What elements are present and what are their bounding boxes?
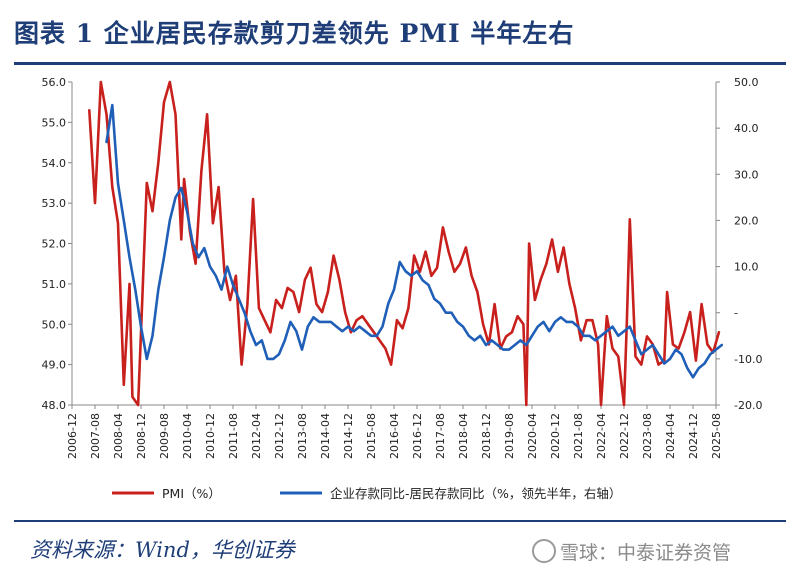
x-tick-label: 2009-08 xyxy=(158,413,171,459)
source-rule xyxy=(14,520,786,522)
x-tick-label: 2007-08 xyxy=(89,413,102,459)
chart: 48.049.050.051.052.053.054.055.056.0-20.… xyxy=(42,76,763,501)
chart-title: 图表 1 企业居民存款剪刀差领先 PMI 半年左右 xyxy=(14,19,575,48)
y-right-tick-label: 40.0 xyxy=(734,122,759,135)
y-left-tick-label: 54.0 xyxy=(42,157,67,170)
x-tick-label: 2018-12 xyxy=(480,413,493,459)
x-tick-label: 2008-12 xyxy=(135,413,148,459)
legend-deposit-spread-label: 企业存款同比-居民存款同比（%，领先半年，右轴） xyxy=(330,486,621,501)
y-left-tick-label: 50.0 xyxy=(42,318,67,331)
watermark-text: 雪球：中泰证券资管 xyxy=(560,542,732,564)
x-tick-label: 2010-12 xyxy=(204,413,217,459)
x-tick-label: 2020-12 xyxy=(549,413,562,459)
x-tick-label: 2020-04 xyxy=(526,413,539,459)
x-tick-label: 2016-12 xyxy=(411,413,424,459)
x-tick-label: 2017-08 xyxy=(434,413,447,459)
x-tick-label: 2024-04 xyxy=(664,413,677,459)
y-right-tick-label: 10.0 xyxy=(734,261,759,274)
x-tick-label: 2014-12 xyxy=(342,413,355,459)
legend-pmi-label: PMI（%） xyxy=(162,486,221,501)
x-tick-label: 2006-12 xyxy=(66,413,79,459)
y-right-tick-label: 20.0 xyxy=(734,214,759,227)
x-tick-label: 2016-04 xyxy=(388,413,401,459)
y-left-tick-label: 48.0 xyxy=(42,399,67,412)
y-right-tick-label: - xyxy=(734,307,738,320)
y-left-tick-label: 53.0 xyxy=(42,197,67,210)
snowball-logo-icon xyxy=(532,539,556,563)
y-left-tick-label: 49.0 xyxy=(42,359,67,372)
y-right-tick-label: 50.0 xyxy=(734,76,759,89)
x-tick-label: 2011-08 xyxy=(227,413,240,459)
y-left-tick-label: 51.0 xyxy=(42,278,67,291)
x-tick-label: 2024-12 xyxy=(687,413,700,459)
y-left-tick-label: 52.0 xyxy=(42,238,67,251)
title-rule xyxy=(14,62,786,65)
x-tick-label: 2023-08 xyxy=(641,413,654,459)
x-tick-label: 2025-08 xyxy=(710,413,723,459)
y-left-tick-label: 55.0 xyxy=(42,116,67,129)
x-tick-label: 2012-12 xyxy=(273,413,286,459)
y-left-tick-label: 56.0 xyxy=(42,76,67,89)
y-right-tick-label: 30.0 xyxy=(734,168,759,181)
watermark: 雪球：中泰证券资管 xyxy=(532,538,731,565)
x-tick-label: 2022-04 xyxy=(595,413,608,459)
source-note: 资料来源：Wind，华创证券 xyxy=(30,538,295,562)
x-tick-label: 2010-04 xyxy=(181,413,194,459)
x-tick-label: 2014-04 xyxy=(319,413,332,459)
y-right-tick-label: -10.0 xyxy=(734,353,762,366)
x-tick-label: 2021-08 xyxy=(572,413,585,459)
chart-series xyxy=(88,80,724,407)
x-tick-label: 2008-04 xyxy=(112,413,125,459)
x-tick-label: 2015-08 xyxy=(365,413,378,459)
x-tick-label: 2019-08 xyxy=(503,413,516,459)
x-tick-label: 2013-08 xyxy=(296,413,309,459)
y-right-tick-label: -20.0 xyxy=(734,399,762,412)
pmi-line xyxy=(88,80,721,407)
x-tick-label: 2018-04 xyxy=(457,413,470,459)
x-tick-label: 2022-12 xyxy=(618,413,631,459)
x-tick-label: 2012-04 xyxy=(250,413,263,459)
deposit-spread-line xyxy=(105,103,724,379)
chart-legend: PMI（%） 企业存款同比-居民存款同比（%，领先半年，右轴） xyxy=(112,486,621,501)
